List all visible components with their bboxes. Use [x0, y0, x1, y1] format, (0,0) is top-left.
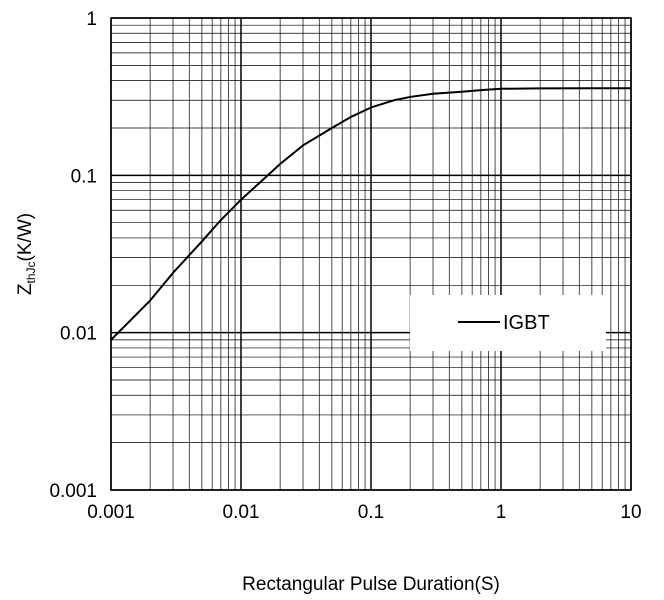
- y-tick-label: 0.001: [49, 481, 97, 502]
- y-axis-label-sub: thJc: [24, 261, 38, 283]
- legend-label-igbt: IGBT: [503, 312, 550, 334]
- x-tick-labels: 0.001 0.01 0.1 1 10: [87, 502, 641, 523]
- y-axis-label-main: Z: [15, 283, 36, 295]
- x-tick-label: 0.1: [358, 502, 384, 523]
- legend: IGBT: [410, 295, 606, 351]
- x-tick-label: 1: [496, 502, 507, 523]
- plot-frame: [110, 17, 632, 491]
- y-tick-label: 0.1: [71, 166, 97, 187]
- series-line-igbt: [110, 87, 631, 341]
- x-tick-label: 0.001: [87, 502, 135, 523]
- x-tick-label: 0.01: [223, 502, 260, 523]
- legend-box: [410, 295, 606, 351]
- y-tick-label: 1: [86, 9, 97, 30]
- x-axis-label: Rectangular Pulse Duration(S): [242, 574, 500, 595]
- y-tick-label: 0.01: [60, 324, 97, 345]
- y-tick-labels: 0.001 0.01 0.1 1: [49, 9, 97, 502]
- x-tick-label: 10: [620, 502, 641, 523]
- y-axis-label: ZthJc(K/W): [15, 213, 38, 295]
- series-layer: [110, 87, 631, 341]
- y-axis-label-unit: (K/W): [15, 213, 36, 262]
